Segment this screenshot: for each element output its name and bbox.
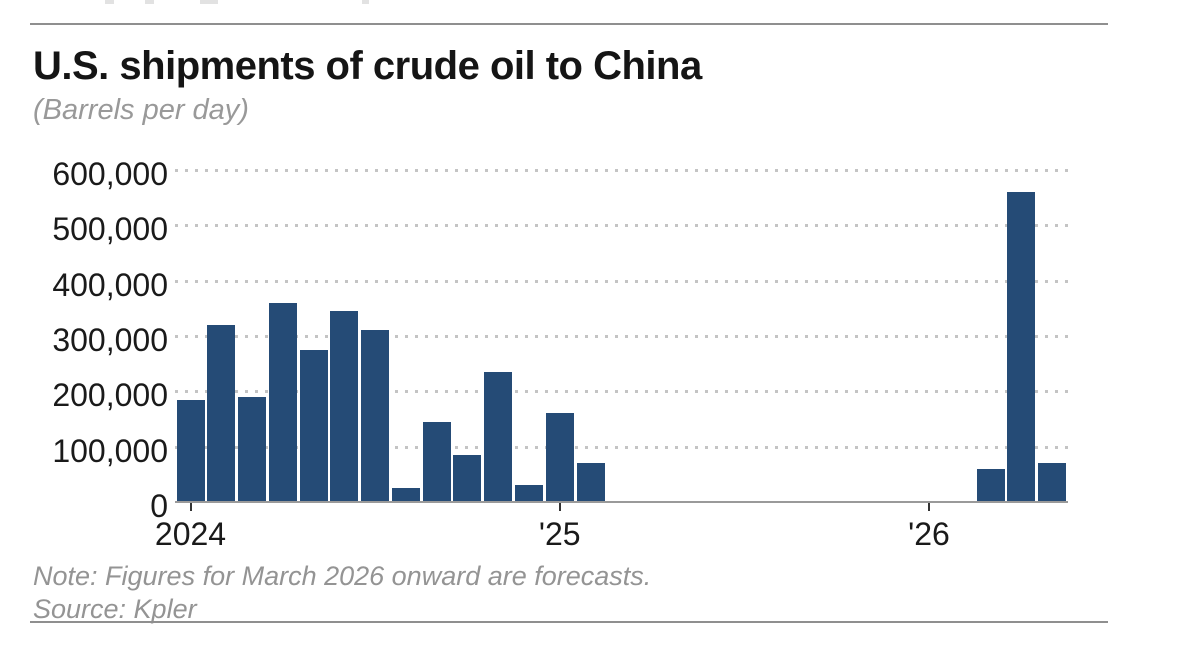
chart-subtitle: (Barrels per day) <box>33 94 249 126</box>
x-axis-line <box>175 501 1068 503</box>
bottom-rule <box>30 621 1108 623</box>
x-axis-tick <box>927 503 930 511</box>
chart-title: U.S. shipments of crude oil to China <box>33 44 702 88</box>
y-tick-label: 400,000 <box>52 266 168 303</box>
x-tick-label: 2024 <box>154 516 227 552</box>
y-tick-label: 500,000 <box>52 211 168 248</box>
gridline <box>175 224 1068 228</box>
bar-feb-2024 <box>207 324 236 502</box>
gridline <box>175 390 1068 394</box>
x-axis-tick <box>189 503 192 511</box>
y-tick-label: 0 <box>150 488 168 524</box>
gridline <box>175 445 1068 449</box>
x-axis-tick <box>558 503 561 511</box>
bar-jul-2024 <box>361 330 390 502</box>
bar-oct-2024 <box>453 454 482 502</box>
top-edge-remnant <box>200 0 218 4</box>
bar-sep-2024 <box>422 421 451 502</box>
top-edge-remnant <box>362 0 369 4</box>
x-tick-label: '25 <box>538 516 581 552</box>
bar-nov-2024 <box>484 371 513 502</box>
bar-aug-2024 <box>391 488 420 502</box>
y-tick-label: 600,000 <box>52 156 168 192</box>
bar-jun-2024 <box>330 311 359 502</box>
chart-source: Source: Kpler <box>33 594 197 624</box>
chart-note: Note: Figures for March 2026 onward are … <box>33 561 652 591</box>
bar-mar-2024 <box>238 396 267 502</box>
y-tick-label: 200,000 <box>52 377 168 414</box>
bar-may-2026 <box>1038 463 1067 502</box>
gridline <box>175 279 1068 283</box>
x-tick-label: '26 <box>908 516 950 552</box>
bar-apr-2024 <box>268 302 297 502</box>
gridline <box>175 169 1068 172</box>
y-tick-label: 100,000 <box>52 432 168 469</box>
y-tick-label: 300,000 <box>52 322 168 358</box>
bar-jan-2025 <box>545 413 574 502</box>
top-rule <box>30 23 1108 25</box>
bar-dec-2024 <box>514 485 543 502</box>
gridline <box>175 335 1068 338</box>
bar-mar-2026 <box>976 468 1005 502</box>
bar-may-2024 <box>299 349 328 502</box>
bar-apr-2026 <box>1007 192 1036 502</box>
top-edge-remnant <box>105 0 114 4</box>
bar-feb-2025 <box>576 463 605 502</box>
bar-jan-2024 <box>176 399 205 502</box>
top-edge-remnant <box>145 0 154 4</box>
